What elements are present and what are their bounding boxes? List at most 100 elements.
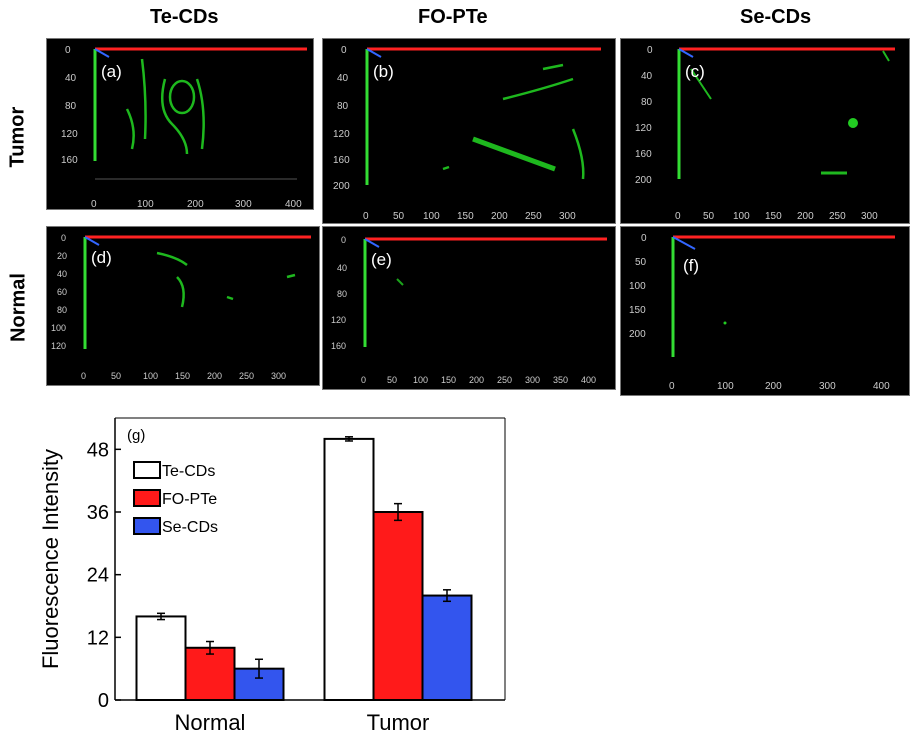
panel-d-xtick: 200 bbox=[207, 371, 222, 381]
panel-f-xtick: 100 bbox=[717, 381, 734, 392]
panel-e-xtick: 100 bbox=[413, 375, 428, 385]
panel-g-label: (g) bbox=[127, 427, 145, 444]
panel-d-ytick: 0 bbox=[61, 233, 66, 243]
panel-c-ytick: 40 bbox=[641, 71, 653, 82]
panel-b-ytick: 200 bbox=[333, 181, 350, 192]
y-tick-label: 0 bbox=[98, 690, 109, 712]
row-title-normal: Normal bbox=[7, 273, 30, 342]
panel-a-ytick: 40 bbox=[65, 73, 77, 84]
panel-c-xtick: 0 bbox=[675, 211, 681, 222]
panel-d-xtick: 250 bbox=[239, 371, 254, 381]
panel-d-xtick: 150 bbox=[175, 371, 190, 381]
legend-label: FO-PTe bbox=[162, 491, 217, 508]
panel-e-xtick: 350 bbox=[553, 375, 568, 385]
bar bbox=[135, 615, 187, 701]
column-title-fo-pte: FO-PTe bbox=[418, 6, 488, 28]
panel-f-label: (f) bbox=[683, 256, 699, 275]
panel-c-label: (c) bbox=[685, 62, 705, 81]
panel-c-xtick: 50 bbox=[703, 211, 715, 222]
panel-b-image: (b) 0 40 80 120 160 200 0 50 100 150 200… bbox=[333, 45, 601, 222]
panel-a-xtick: 200 bbox=[187, 199, 204, 210]
panel-a-ytick: 0 bbox=[65, 45, 71, 56]
row-title-tumor: Tumor bbox=[6, 106, 29, 168]
panel-d-ytick: 120 bbox=[51, 341, 66, 351]
panel-e-ytick: 80 bbox=[337, 289, 347, 299]
legend-label: Se-CDs bbox=[162, 519, 218, 536]
panel-d-xtick: 50 bbox=[111, 371, 121, 381]
panel-f-ytick: 200 bbox=[629, 329, 646, 340]
panel-e-xtick: 300 bbox=[525, 375, 540, 385]
panel-a-ytick: 160 bbox=[61, 155, 78, 166]
panel-e-image: (e) 0 40 80 120 160 0 50 100 150 200 250… bbox=[331, 235, 607, 385]
panel-d-xtick: 0 bbox=[81, 371, 86, 381]
panel-c-xtick: 250 bbox=[829, 211, 846, 222]
panel-f-ytick: 100 bbox=[629, 281, 646, 292]
panel-b-ytick: 80 bbox=[337, 101, 349, 112]
panel-a-xtick: 100 bbox=[137, 199, 154, 210]
y-tick-label: 12 bbox=[87, 627, 109, 649]
bar bbox=[421, 594, 473, 701]
panel-b-xtick: 100 bbox=[423, 211, 440, 222]
panel-b-ytick: 160 bbox=[333, 155, 350, 166]
panel-f-xtick: 200 bbox=[765, 381, 782, 392]
panel-d-ytick: 20 bbox=[57, 251, 67, 261]
y-tick-label: 36 bbox=[87, 502, 109, 524]
panel-a-te-cds-tumor: (a) 0 40 80 120 160 0 100 200 300 400 bbox=[46, 38, 314, 210]
panel-b-fo-pte-tumor: (b) 0 40 80 120 160 200 0 50 100 150 200… bbox=[322, 38, 616, 224]
panel-e-label: (e) bbox=[371, 250, 392, 269]
panel-c-xtick: 150 bbox=[765, 211, 782, 222]
y-tick-label: 48 bbox=[87, 439, 109, 461]
panel-d-te-cds-normal: (d) 0 20 40 60 80 100 120 0 50 100 150 2… bbox=[46, 226, 320, 386]
panel-a-label: (a) bbox=[101, 62, 122, 81]
panel-e-xtick: 150 bbox=[441, 375, 456, 385]
panel-c-image: (c) 0 40 80 120 160 200 0 50 100 150 200… bbox=[635, 45, 895, 222]
panel-d-ytick: 60 bbox=[57, 287, 67, 297]
panel-a-image: (a) 0 40 80 120 160 0 100 200 300 400 bbox=[61, 45, 307, 210]
bar-chart: 0 12 24 36 48 Fluorescence Intensity (g) Normal… bbox=[38, 417, 506, 733]
panel-f-xtick: 400 bbox=[873, 381, 890, 392]
panel-d-label: (d) bbox=[91, 248, 112, 267]
panel-b-ytick: 0 bbox=[341, 45, 347, 56]
panel-f-ytick: 0 bbox=[641, 233, 647, 244]
panel-c-xtick: 300 bbox=[861, 211, 878, 222]
panel-c-xtick: 100 bbox=[733, 211, 750, 222]
bar bbox=[323, 437, 375, 702]
panel-a-xtick: 400 bbox=[285, 199, 302, 210]
legend-swatch bbox=[133, 517, 161, 535]
panel-e-fo-pte-normal: (e) 0 40 80 120 160 0 50 100 150 200 250… bbox=[322, 226, 616, 390]
panel-b-xtick: 150 bbox=[457, 211, 474, 222]
panel-a-xtick: 0 bbox=[91, 199, 97, 210]
panel-c-xtick: 200 bbox=[797, 211, 814, 222]
panel-f-image: (f) 0 50 100 150 200 0 100 200 300 400 bbox=[629, 233, 895, 392]
panel-d-ytick: 40 bbox=[57, 269, 67, 279]
panel-e-xtick: 400 bbox=[581, 375, 596, 385]
legend-label: Te-CDs bbox=[162, 463, 215, 480]
panel-e-ytick: 0 bbox=[341, 235, 346, 245]
panel-c-ytick: 0 bbox=[647, 45, 653, 56]
panel-e-xtick: 250 bbox=[497, 375, 512, 385]
column-title-se-cds: Se-CDs bbox=[740, 6, 812, 28]
panel-f-xtick: 0 bbox=[669, 381, 675, 392]
panel-b-ytick: 120 bbox=[333, 129, 350, 140]
column-title-te-cds: Te-CDs bbox=[150, 6, 219, 28]
legend-swatch bbox=[133, 489, 161, 507]
panel-e-xtick: 0 bbox=[361, 375, 366, 385]
panel-b-ytick: 40 bbox=[337, 73, 349, 84]
x-category-label: Tumor bbox=[367, 710, 430, 733]
panel-f-se-cds-normal: (f) 0 50 100 150 200 0 100 200 300 400 bbox=[620, 226, 910, 396]
panel-b-xtick: 50 bbox=[393, 211, 405, 222]
panel-e-xtick: 200 bbox=[469, 375, 484, 385]
panel-e-ytick: 40 bbox=[337, 263, 347, 273]
panel-c-ytick: 160 bbox=[635, 149, 652, 160]
bar bbox=[233, 667, 285, 701]
panel-a-ytick: 120 bbox=[61, 129, 78, 140]
panel-b-label: (b) bbox=[373, 62, 394, 81]
panel-c-ytick: 120 bbox=[635, 123, 652, 134]
panel-f-ytick: 50 bbox=[635, 257, 647, 268]
panel-c-ytick: 200 bbox=[635, 175, 652, 186]
panel-b-xtick: 0 bbox=[363, 211, 369, 222]
panel-b-xtick: 200 bbox=[491, 211, 508, 222]
panel-e-ytick: 120 bbox=[331, 315, 346, 325]
panel-e-ytick: 160 bbox=[331, 341, 346, 351]
panel-f-xtick: 300 bbox=[819, 381, 836, 392]
